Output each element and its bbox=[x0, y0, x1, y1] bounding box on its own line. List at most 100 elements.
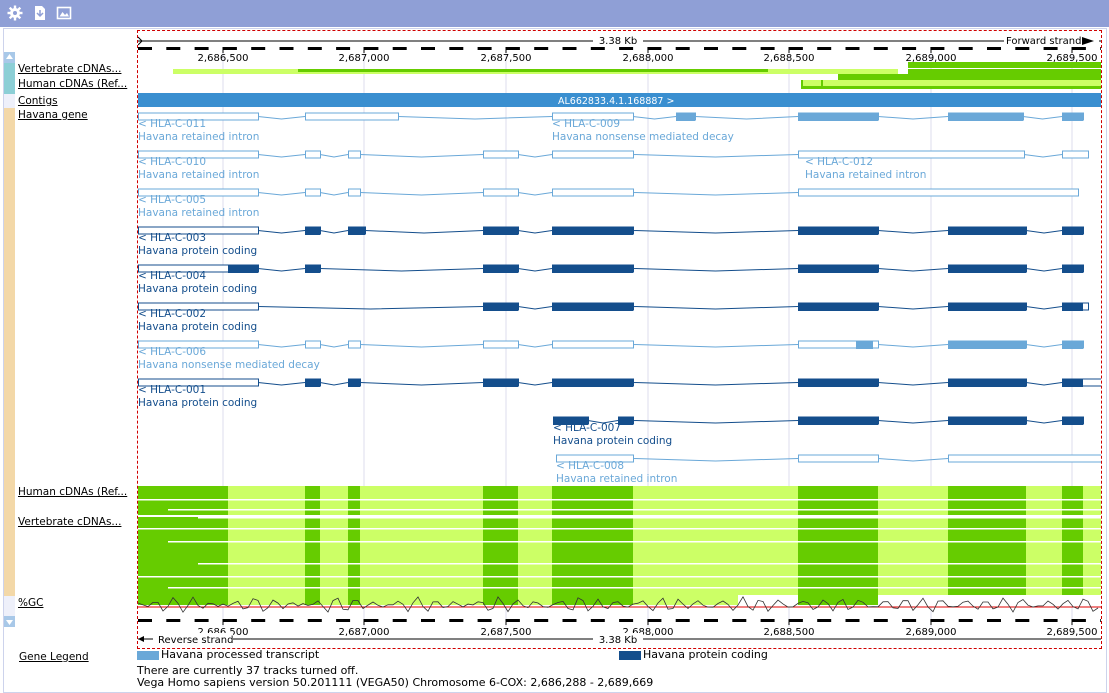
exon bbox=[552, 188, 634, 197]
cdna-track-top[interactable] bbox=[173, 62, 1101, 89]
exon bbox=[483, 340, 519, 349]
intron bbox=[1025, 344, 1063, 348]
intron bbox=[632, 458, 799, 462]
ruler-tick bbox=[647, 47, 662, 50]
ruler-tick bbox=[166, 619, 181, 622]
ruler-length-bg bbox=[593, 633, 643, 646]
cdna-block bbox=[138, 486, 228, 516]
intron bbox=[517, 154, 553, 158]
cdna-block bbox=[348, 486, 360, 516]
scroll-down-icon[interactable] bbox=[4, 616, 15, 627]
exon bbox=[948, 454, 1102, 463]
intron bbox=[364, 230, 484, 234]
ruler-tick bbox=[788, 619, 803, 622]
transcript-name: < HLA-C-011 bbox=[138, 118, 206, 130]
gear-icon[interactable] bbox=[7, 5, 23, 21]
exon-coding bbox=[228, 265, 258, 273]
intron bbox=[257, 306, 484, 310]
ruler-tick bbox=[760, 619, 775, 622]
track-label-human-cdnas-top[interactable]: Human cDNAs (Ref... bbox=[18, 78, 128, 90]
contig-bar[interactable] bbox=[138, 93, 1101, 107]
cdna-block bbox=[348, 595, 360, 605]
transcript-name: < HLA-C-008 bbox=[556, 460, 624, 472]
ruler-tick bbox=[505, 619, 520, 622]
track-label-contigs[interactable]: Contigs bbox=[18, 95, 58, 107]
gene-legend-title[interactable]: Gene Legend bbox=[19, 651, 89, 663]
ruler-tick bbox=[194, 47, 209, 50]
exon bbox=[138, 340, 259, 349]
exon bbox=[305, 150, 321, 159]
exon-coding bbox=[305, 379, 320, 387]
ruler-tick bbox=[590, 47, 605, 50]
ruler-position-label: 2,687,000 bbox=[339, 627, 390, 638]
ruler-tick bbox=[902, 47, 917, 50]
ruler-position-label: 2,687,000 bbox=[339, 53, 390, 64]
ruler-tick bbox=[279, 619, 294, 622]
intron bbox=[632, 268, 799, 272]
forward-strand-label: Forward strand bbox=[1006, 36, 1081, 47]
exon-coding bbox=[948, 341, 1026, 349]
intron bbox=[632, 420, 799, 424]
track-label-vertebrate-cdnas-bottom[interactable]: Vertebrate cDNAs... bbox=[18, 516, 122, 528]
cdna-block bbox=[360, 486, 483, 606]
ruler-tick bbox=[1015, 47, 1030, 50]
ruler-tick bbox=[817, 47, 832, 50]
cdna-gap bbox=[138, 515, 1101, 517]
transcript-name: < HLA-C-007 bbox=[553, 422, 621, 434]
cdna-block bbox=[552, 595, 633, 605]
ruler-tick bbox=[364, 47, 379, 50]
track-label-vertebrate-cdnas-top[interactable]: Vertebrate cDNAs... bbox=[18, 63, 122, 75]
track-label-human-cdnas-bottom[interactable]: Human cDNAs (Ref... bbox=[18, 486, 128, 498]
intron bbox=[877, 382, 949, 386]
ruler-position-label: 2,688,000 bbox=[623, 53, 674, 64]
exon-coding bbox=[856, 341, 873, 349]
cdna-block bbox=[878, 486, 948, 606]
exon-coding bbox=[1062, 379, 1083, 387]
ruler-tick bbox=[1043, 619, 1058, 622]
cdna-block bbox=[948, 517, 1026, 595]
export-icon[interactable] bbox=[32, 5, 48, 21]
ruler-tick bbox=[958, 619, 973, 622]
ruler-tick bbox=[138, 619, 152, 622]
exon-coding bbox=[948, 113, 1023, 121]
ruler-position-label: 2,686,500 bbox=[198, 53, 249, 64]
exon-coding bbox=[618, 417, 633, 425]
tracks-off-text: There are currently 37 tracks turned off… bbox=[137, 664, 359, 677]
ruler-tick bbox=[421, 47, 435, 50]
exon bbox=[138, 188, 259, 197]
cdna-block bbox=[633, 486, 798, 606]
exon bbox=[552, 112, 634, 121]
cdna-block bbox=[348, 517, 360, 595]
genome-view[interactable]: 3.38 Kb Forward strand 2,686,500 2,687,00… bbox=[137, 31, 1109, 648]
ruler-tick bbox=[704, 619, 718, 622]
legend-label: Havana protein coding bbox=[643, 648, 768, 661]
cdna-block bbox=[1062, 517, 1083, 595]
track-label-gc[interactable]: %GC bbox=[18, 597, 44, 609]
exon-coding bbox=[948, 417, 1026, 425]
image-icon[interactable] bbox=[56, 5, 72, 21]
exon-coding bbox=[798, 303, 878, 311]
exon bbox=[305, 112, 399, 121]
transcript-type: Havana protein coding bbox=[138, 321, 257, 333]
track-label-havana-gene[interactable]: Havana gene bbox=[18, 109, 88, 121]
exon bbox=[556, 454, 634, 463]
exon bbox=[798, 150, 1025, 159]
scroll-up-icon[interactable] bbox=[4, 52, 15, 63]
transcript-name: < HLA-C-009 bbox=[552, 118, 620, 130]
cdna-block bbox=[305, 486, 320, 516]
exon bbox=[798, 454, 879, 463]
exon bbox=[552, 340, 634, 349]
cdna-block bbox=[305, 595, 320, 605]
